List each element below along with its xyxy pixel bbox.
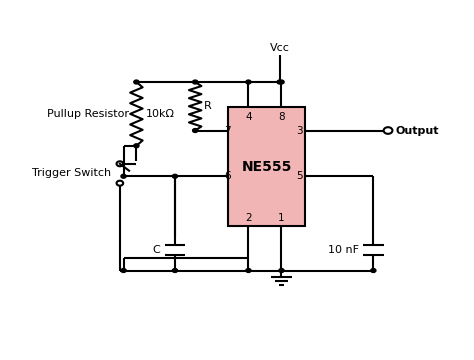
Circle shape [173,174,178,178]
Text: 10 nF: 10 nF [328,245,359,255]
Circle shape [173,269,178,273]
Circle shape [279,80,284,84]
Circle shape [134,144,139,148]
Text: 7: 7 [224,126,230,135]
Circle shape [134,80,139,84]
Text: 10kΩ: 10kΩ [146,109,174,119]
Text: Trigger Switch: Trigger Switch [32,168,110,179]
Circle shape [121,174,126,178]
Text: R: R [204,101,212,111]
Text: 4: 4 [245,112,252,122]
Text: 8: 8 [278,112,285,122]
Circle shape [192,80,198,84]
Circle shape [246,80,251,84]
Circle shape [279,269,284,273]
Text: 1: 1 [278,213,285,223]
Circle shape [192,129,198,132]
Text: C: C [153,245,160,255]
Circle shape [121,269,126,273]
Text: Pullup Resistor: Pullup Resistor [47,109,129,119]
Text: Vcc: Vcc [270,43,290,53]
Text: 3: 3 [296,126,302,135]
Text: 2: 2 [245,213,252,223]
Text: 6: 6 [224,171,230,181]
Text: 5: 5 [296,171,302,181]
Text: NE555: NE555 [242,159,292,174]
Circle shape [371,269,376,273]
Circle shape [246,269,251,273]
Circle shape [277,80,282,84]
Text: Output: Output [395,126,439,135]
FancyBboxPatch shape [228,107,305,226]
